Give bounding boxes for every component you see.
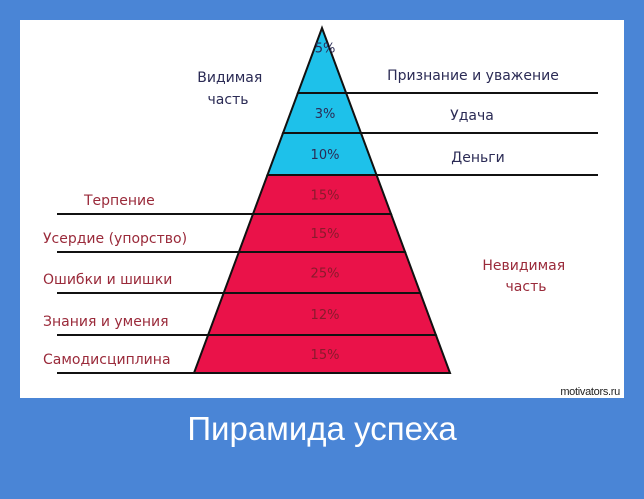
layer-label: Знания и умения (43, 314, 169, 330)
pyramid-layer (296, 25, 348, 94)
pyramid-layer (192, 334, 452, 374)
layer-percent: 15% (311, 189, 340, 204)
layer-label: Признание и уважение (387, 68, 559, 84)
layer-percent: 15% (311, 227, 340, 242)
layer-percent: 5% (315, 42, 336, 57)
invisible-part-label: Невидимая часть (482, 258, 569, 295)
layer-label: Терпение (83, 193, 155, 209)
layer-label: Усердие (упорство) (43, 231, 187, 247)
poster-title: Пирамида успеха (187, 410, 457, 447)
layer-percent: 25% (311, 267, 340, 282)
layer-percent: 10% (311, 148, 340, 163)
visible-part-label: Видимая часть (197, 70, 267, 108)
layer-label: Деньги (451, 150, 504, 166)
layer-label: Ошибки и шишки (43, 272, 172, 288)
watermark: motivators.ru (560, 386, 620, 398)
layer-percent: 15% (311, 348, 340, 363)
layer-percent: 12% (311, 308, 340, 323)
layer-label: Удача (450, 108, 494, 124)
layer-label: Самодисциплина (43, 352, 171, 368)
layer-percent: 3% (315, 107, 336, 122)
